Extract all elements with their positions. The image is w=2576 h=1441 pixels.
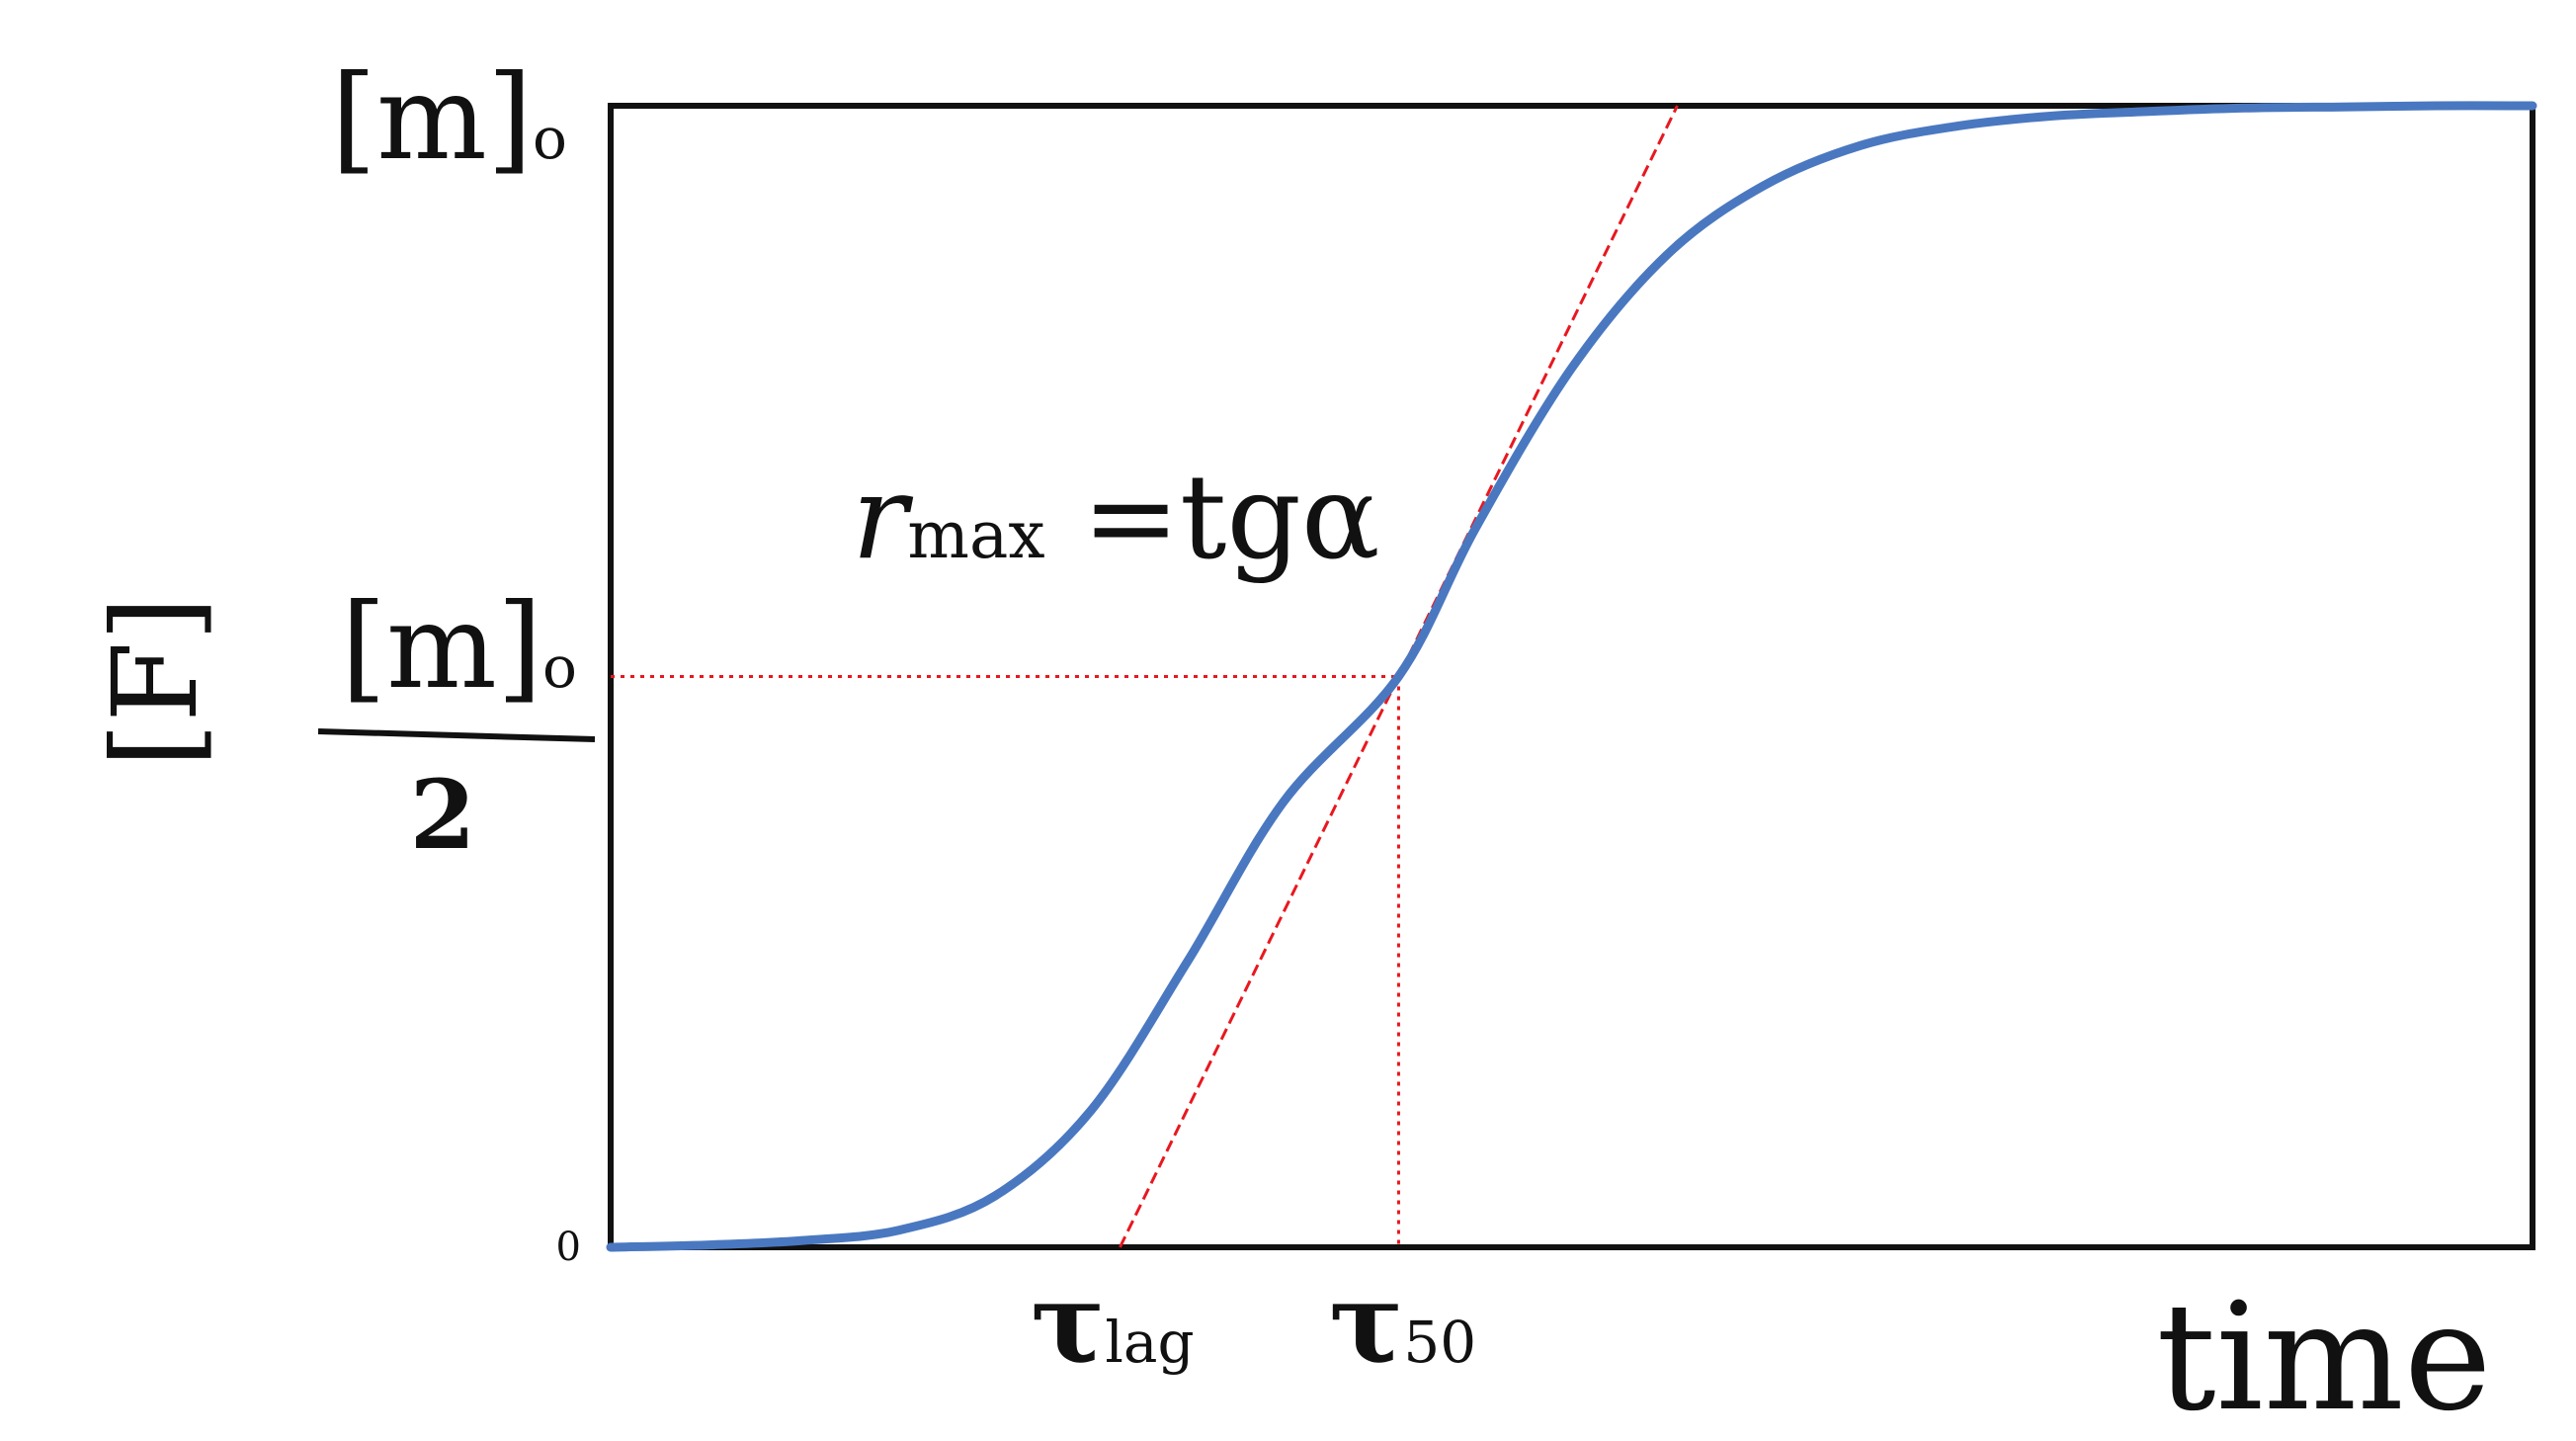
curve-layer [606, 101, 2537, 1252]
tau-50-label: τ50 [1329, 1259, 1476, 1389]
max-slope-tangent [1119, 105, 1679, 1248]
y-mid-label: [m]o [341, 578, 577, 715]
fraction-bar [317, 728, 596, 742]
tau-lag-label: τlag [1031, 1259, 1195, 1389]
y-top-label: [m]o [331, 49, 567, 186]
y-mid-denominator: 2 [410, 759, 476, 871]
y-zero-label: 0 [556, 1225, 581, 1270]
guide-lines [611, 105, 1679, 1248]
sigmoid-curve [606, 101, 2537, 1252]
y-axis-label: [F] [87, 596, 223, 768]
x-axis-label: time [2156, 1272, 2491, 1441]
slope-annotation: rmax =tgα [852, 449, 1380, 585]
